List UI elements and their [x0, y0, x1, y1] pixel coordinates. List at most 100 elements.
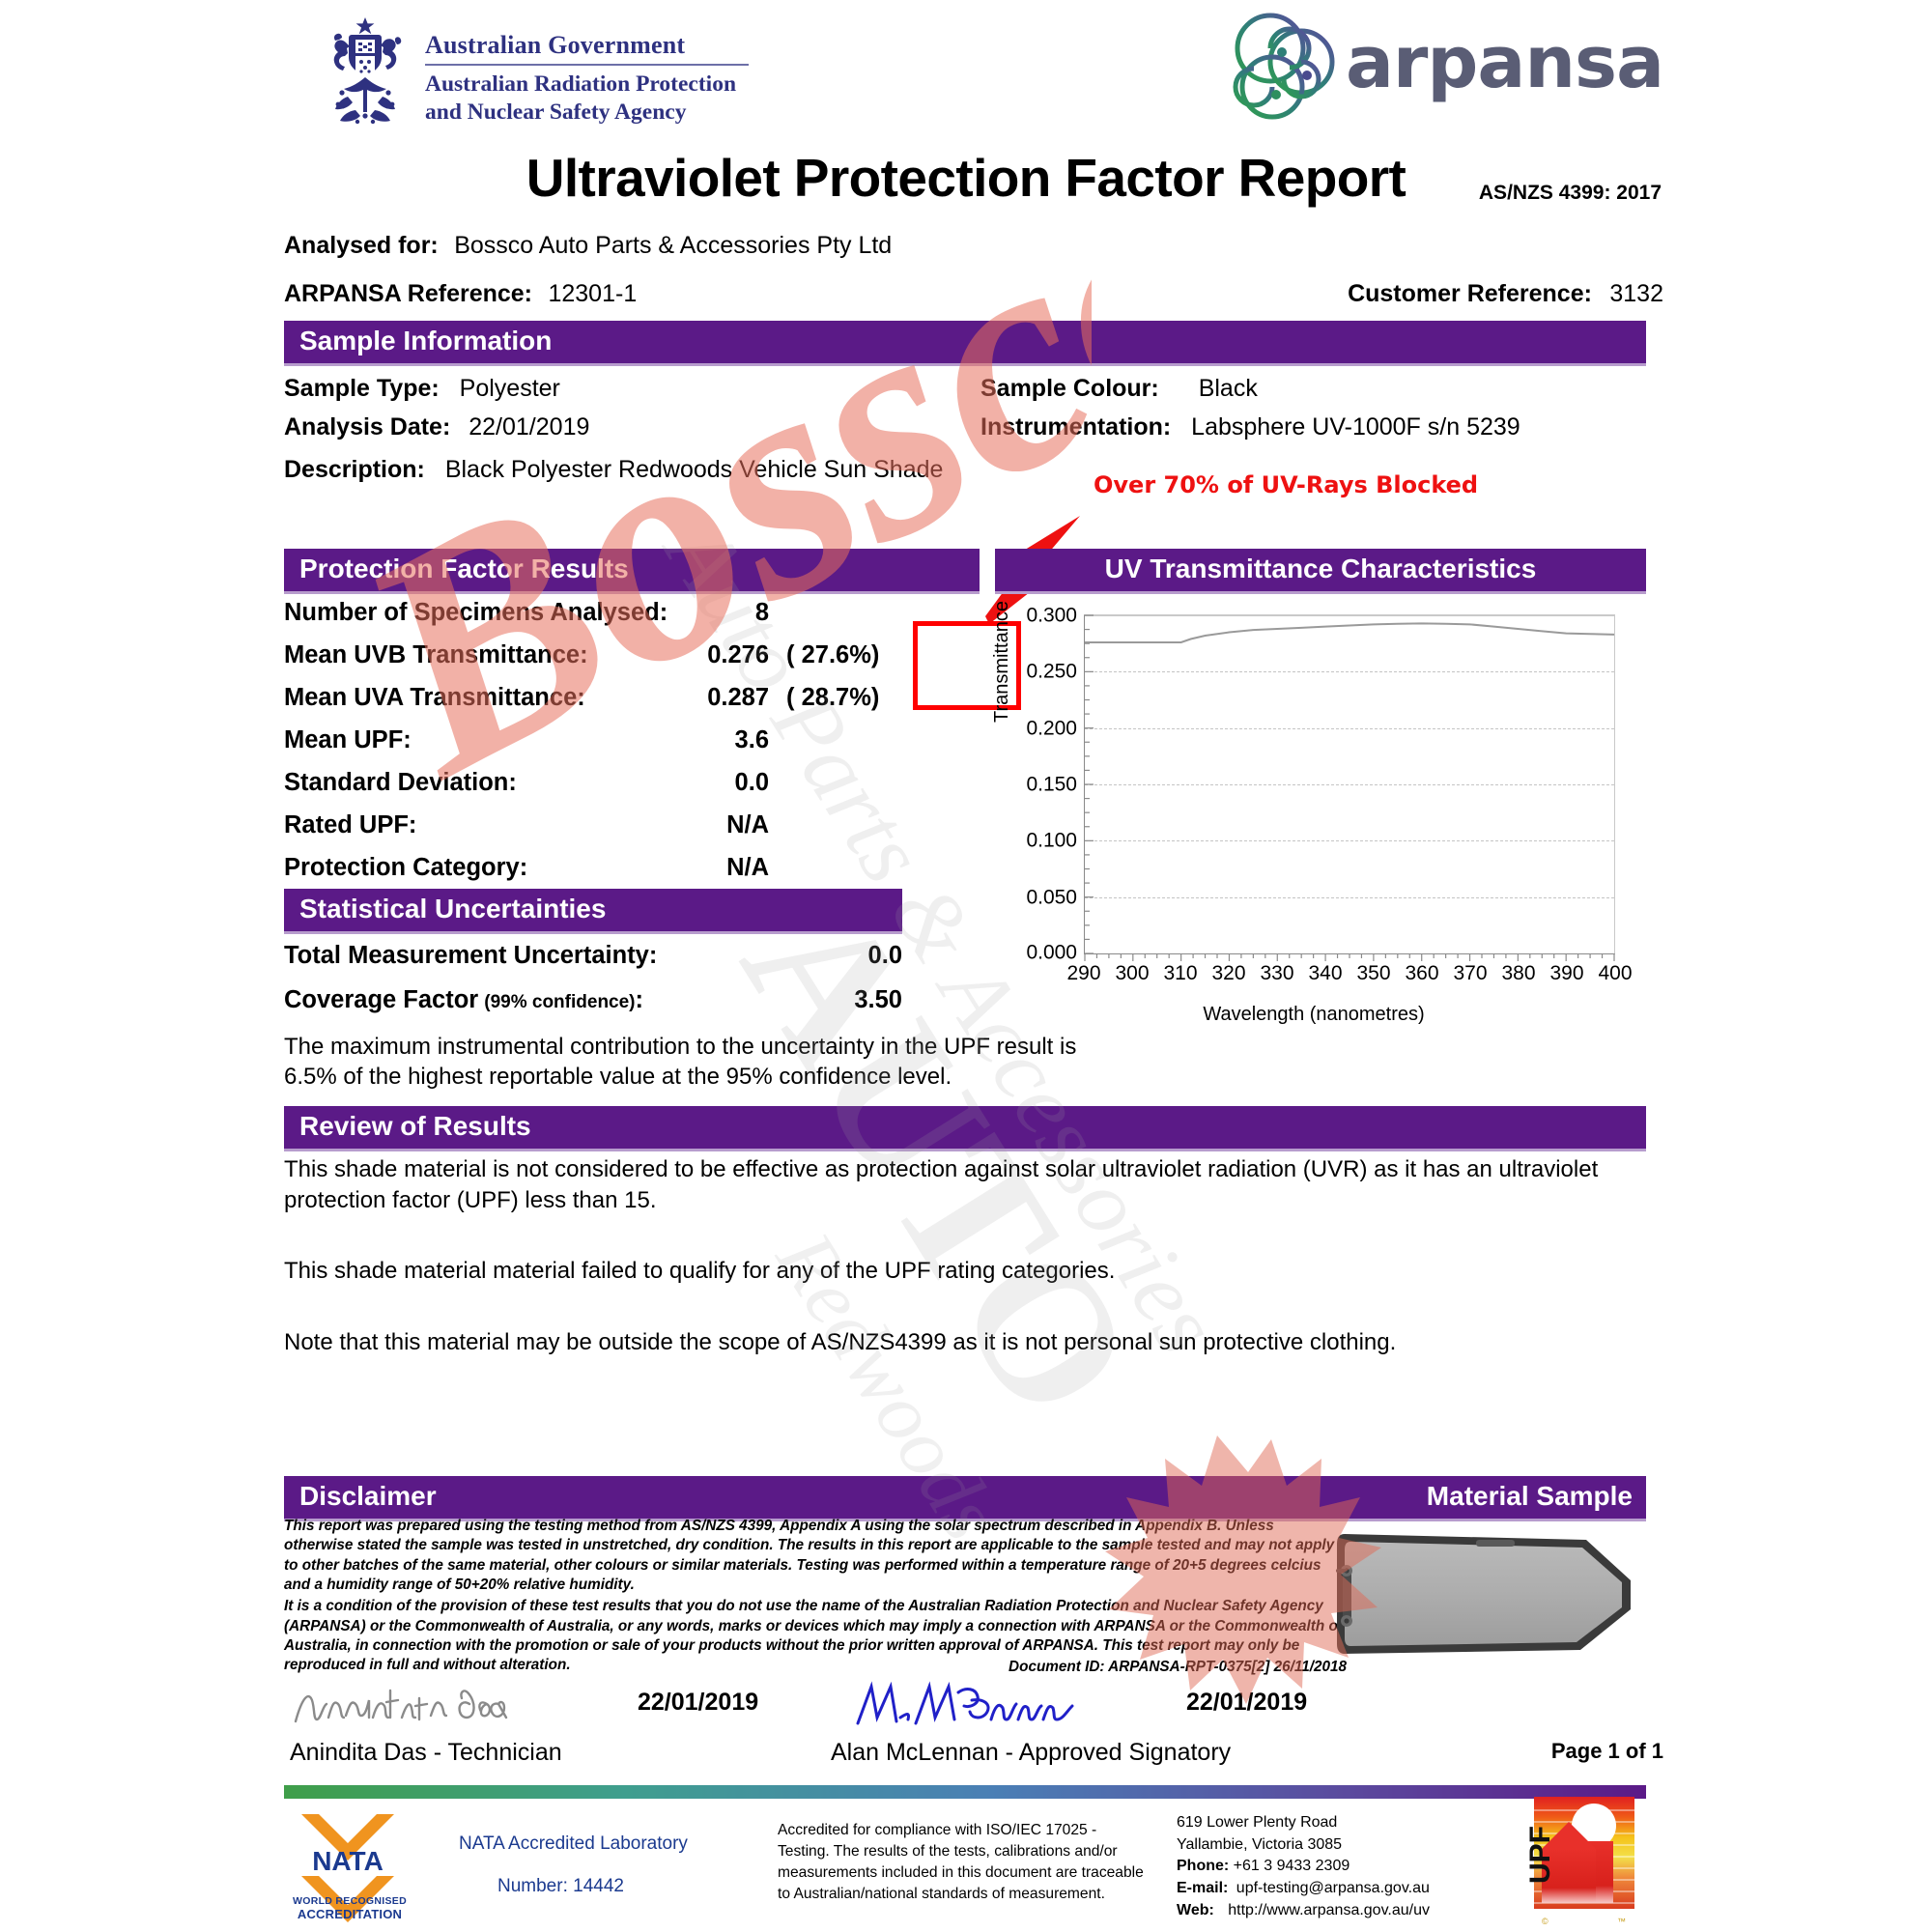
web-label: Web: — [1177, 1901, 1214, 1918]
address-line-2: Yallambie, Victoria 3085 — [1177, 1835, 1343, 1853]
instrumentation-label: Instrumentation: — [980, 413, 1172, 440]
chart-minor-ticks — [1085, 614, 1094, 954]
table-row: Standard Deviation: 0.0 — [284, 769, 902, 811]
table-row: Mean UVB Transmittance: 0.276 ( 27.6%) — [284, 641, 902, 684]
table-row: Total Measurement Uncertainty: 0.0 — [284, 942, 902, 986]
upf-logo: UPF © ™ — [1524, 1797, 1634, 1926]
chart-x-tick: 380 — [1501, 962, 1536, 984]
review-paragraph: Note that this material may be outside t… — [284, 1329, 1397, 1356]
customer-reference-label: Customer Reference: — [1348, 280, 1592, 307]
email-value[interactable]: upf-testing@arpansa.gov.au — [1236, 1880, 1430, 1897]
disclaimer-paragraph-1: This report was prepared using the testi… — [284, 1518, 1335, 1594]
table-row: Coverage Factor (99% confidence): 3.50 — [284, 986, 902, 1031]
page-title: Ultraviolet Protection Factor Report — [526, 148, 1406, 208]
chart-y-tick: 0.250 — [1026, 660, 1077, 683]
analysis-date-label: Analysis Date: — [284, 413, 451, 440]
government-wordmark: Australian Government Australian Radiati… — [425, 14, 749, 126]
chart-y-tick: 0.300 — [1026, 604, 1077, 627]
result-label: Mean UVA Transmittance: — [284, 684, 585, 711]
transmittance-highlight-box — [913, 621, 1021, 710]
email-label: E-mail: — [1177, 1880, 1229, 1897]
result-value: N/A — [726, 854, 769, 881]
arpansa-spiral-icon — [1233, 13, 1335, 120]
chart-x-tick: 350 — [1356, 962, 1391, 984]
table-row: Rated UPF: N/A — [284, 811, 902, 854]
document-id: Document ID: ARPANSA-RPT-0375[2] 26/11/2… — [1009, 1658, 1347, 1675]
result-value: 0.287 — [707, 684, 769, 711]
uncertainty-note: The maximum instrumental contribution to… — [284, 1034, 1077, 1091]
result-label: Protection Category: — [284, 854, 528, 881]
standard-reference: AS/NZS 4399: 2017 — [1478, 182, 1662, 204]
uv-blocked-annotation: Over 70% of UV-Rays Blocked — [1094, 471, 1479, 498]
contact-details: 619 Lower Plenty Road Yallambie, Victori… — [1177, 1812, 1430, 1922]
result-value: 8 — [754, 599, 769, 626]
table-row: Protection Category: N/A — [284, 854, 902, 896]
disclaimer-body: This report was prepared using the testi… — [284, 1517, 1347, 1677]
chart-x-tick: 320 — [1211, 962, 1246, 984]
uv-transmittance-heading: UV Transmittance Characteristics — [995, 549, 1646, 594]
nata-sub-line-1: WORLD RECOGNISED — [293, 1895, 407, 1907]
result-label: Mean UVB Transmittance: — [284, 641, 588, 668]
result-label: Number of Specimens Analysed: — [284, 599, 668, 626]
australian-government-logo: Australian Government Australian Radiati… — [319, 14, 749, 128]
coverage-factor-label: Coverage Factor — [284, 986, 479, 1013]
instrumentation-row: Instrumentation: Labsphere UV-1000F s/n … — [980, 413, 1520, 441]
chart-gridline: 0.250 — [1026, 661, 1614, 683]
sample-colour-value: Black — [1198, 375, 1258, 402]
result-value: 0.0 — [734, 769, 769, 796]
chart-x-minor-ticks — [1084, 953, 1615, 961]
review-paragraph: This shade material material failed to q… — [284, 1258, 1116, 1285]
signature-date-signatory: 22/01/2019 — [1186, 1689, 1308, 1716]
gov-line-3: and Nuclear Safety Agency — [425, 99, 687, 125]
chart-x-tick: 310 — [1163, 962, 1198, 984]
sample-colour-label: Sample Colour: — [980, 375, 1159, 402]
phone-value: +61 3 9433 2309 — [1233, 1858, 1350, 1875]
customer-reference-value: 3132 — [1609, 280, 1663, 307]
total-uncertainty-label: Total Measurement Uncertainty: — [284, 942, 658, 969]
result-value: 3.6 — [734, 726, 769, 753]
customer-reference-row: Customer Reference: 3132 — [1348, 280, 1663, 308]
upf-logo-text: UPF — [1524, 1826, 1556, 1884]
statistical-uncertainties-heading: Statistical Uncertainties — [284, 889, 902, 934]
chart-gridline: 0.150 — [1026, 774, 1614, 796]
nata-logo: NATA — [301, 1814, 394, 1922]
review-of-results-heading: Review of Results — [284, 1106, 1646, 1151]
review-of-results-body: This shade material is not considered to… — [284, 1154, 1636, 1399]
web-value[interactable]: http://www.arpansa.gov.au/uv — [1228, 1901, 1430, 1918]
chart-y-tick: 0.050 — [1026, 886, 1077, 909]
commonwealth-coat-of-arms-icon — [333, 17, 402, 125]
description-row: Description: Black Polyester Redwoods Ve… — [284, 456, 943, 484]
description-value: Black Polyester Redwoods Vehicle Sun Sha… — [444, 456, 944, 483]
arpansa-reference-value: 12301-1 — [548, 280, 638, 307]
coverage-colon: : — [635, 986, 644, 1013]
sample-type-row: Sample Type: Polyester — [284, 375, 560, 403]
nata-accredited-laboratory-text: NATA Accredited Laboratory — [459, 1833, 688, 1854]
uv-transmittance-chart: Transmittance 0.300 0.250 0.200 0.150 0.… — [991, 601, 1633, 1025]
signature-approved-signatory — [856, 1681, 1074, 1725]
chart-x-tick: 340 — [1308, 962, 1343, 984]
svg-text:™: ™ — [1617, 1917, 1626, 1926]
gov-divider — [425, 64, 749, 66]
analysis-date-row: Analysis Date: 22/01/2019 — [284, 413, 589, 441]
total-uncertainty-value: 0.0 — [867, 942, 902, 969]
review-paragraph: This shade material is not considered to… — [284, 1156, 1599, 1213]
coverage-factor-value: 3.50 — [854, 986, 902, 1013]
arpansa-logo: arpansa — [1222, 6, 1664, 120]
result-value: 0.276 — [707, 641, 769, 668]
nata-accreditation-subtext: WORLD RECOGNISED ACCREDITATION — [290, 1895, 410, 1921]
chart-y-tick: 0.000 — [1026, 941, 1077, 964]
instrumentation-value: Labsphere UV-1000F s/n 5239 — [1191, 413, 1520, 440]
signature-date-technician: 22/01/2019 — [638, 1689, 759, 1716]
chart-gridline: 0.300 — [1026, 605, 1614, 627]
sample-type-value: Polyester — [459, 375, 560, 402]
chart-x-tick: 370 — [1453, 962, 1488, 984]
svg-text:©: © — [1542, 1917, 1548, 1926]
description-label: Description: — [284, 456, 425, 483]
chart-gridline: 0.200 — [1026, 717, 1614, 739]
chart-x-tick: 360 — [1405, 962, 1439, 984]
chart-x-axis-label: Wavelength (nanometres) — [1203, 1004, 1425, 1025]
result-value: N/A — [726, 811, 769, 838]
analysis-date-value: 22/01/2019 — [469, 413, 590, 440]
chart-y-tick: 0.200 — [1026, 717, 1077, 740]
